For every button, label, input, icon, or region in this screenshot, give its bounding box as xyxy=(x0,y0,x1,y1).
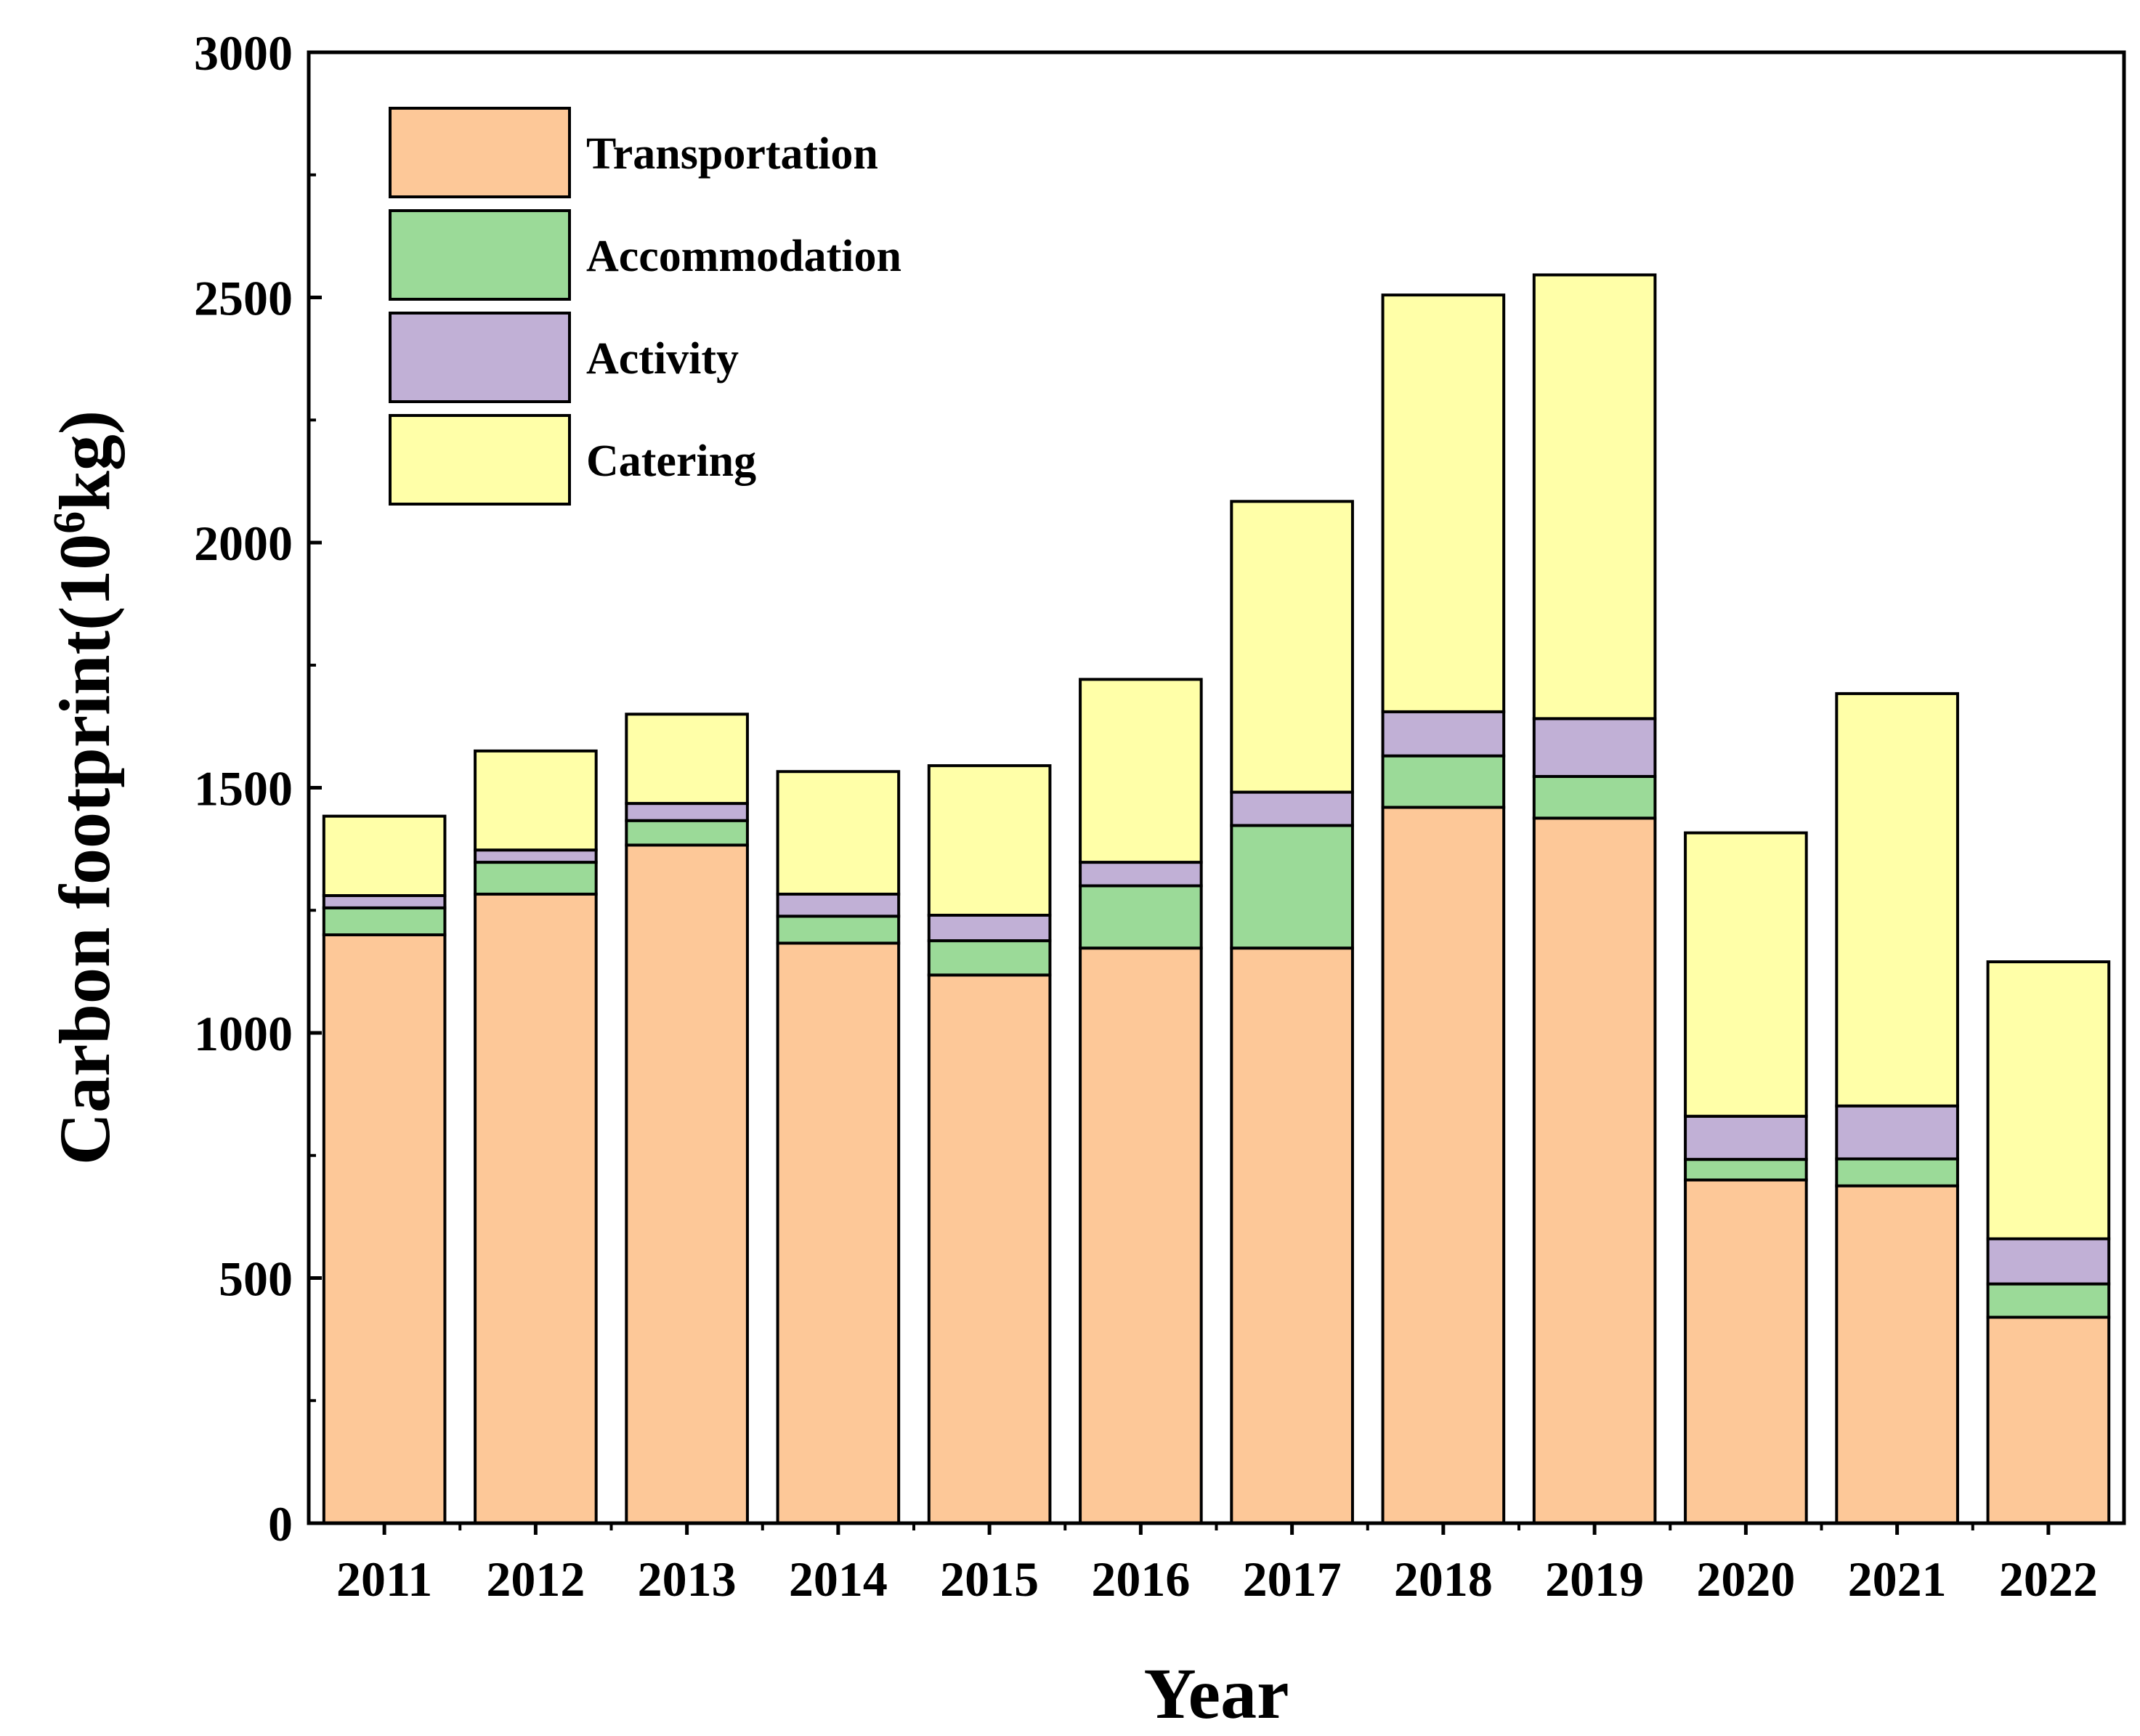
y-tick-label-2000: 2000 xyxy=(194,516,293,571)
bar-activity-2017 xyxy=(1230,790,1354,827)
bar-catering-2017 xyxy=(1230,500,1354,794)
y-tick-label-1000: 1000 xyxy=(194,1006,293,1061)
bar-activity-2012 xyxy=(474,848,598,864)
legend-swatch-transportation xyxy=(389,107,571,198)
x-tick-label-2015: 2015 xyxy=(940,1552,1039,1607)
bar-catering-2018 xyxy=(1381,293,1506,713)
x-tick-label-2021: 2021 xyxy=(1848,1552,1947,1607)
bar-transportation-2015 xyxy=(927,973,1052,1525)
y-axis-title-superscript: 6 xyxy=(45,511,94,534)
bar-accommodation-2016 xyxy=(1079,884,1203,950)
x-tick-label-2013: 2013 xyxy=(638,1552,737,1607)
y-tick-label-3000: 3000 xyxy=(194,25,293,81)
legend-label-accommodation: Accommodation xyxy=(586,232,901,281)
x-tick-label-2018: 2018 xyxy=(1394,1552,1493,1607)
bar-accommodation-2014 xyxy=(776,914,901,945)
x-tick-label-2020: 2020 xyxy=(1696,1552,1795,1607)
bar-transportation-2011 xyxy=(322,933,447,1525)
bar-activity-2013 xyxy=(625,802,749,822)
legend-swatch-catering xyxy=(389,414,571,506)
bar-activity-2018 xyxy=(1381,710,1506,758)
bar-catering-2013 xyxy=(625,713,749,806)
bar-transportation-2020 xyxy=(1684,1178,1808,1525)
x-tick-label-2014: 2014 xyxy=(789,1552,888,1607)
x-tick-label-2022: 2022 xyxy=(1999,1552,2098,1607)
legend-swatch-accommodation xyxy=(389,209,571,301)
bar-transportation-2022 xyxy=(1986,1315,2111,1525)
bar-catering-2011 xyxy=(322,814,447,898)
legend-label-transportation: Transportation xyxy=(586,129,878,179)
bar-transportation-2019 xyxy=(1532,816,1657,1525)
x-tick-label-2012: 2012 xyxy=(486,1552,585,1607)
bar-transportation-2013 xyxy=(625,843,749,1525)
bar-activity-2015 xyxy=(927,914,1052,943)
bar-transportation-2017 xyxy=(1230,946,1354,1525)
bar-accommodation-2018 xyxy=(1381,754,1506,809)
bar-transportation-2012 xyxy=(474,892,598,1525)
bar-activity-2016 xyxy=(1079,861,1203,888)
bar-accommodation-2020 xyxy=(1684,1158,1808,1182)
bar-catering-2019 xyxy=(1532,273,1657,721)
bar-catering-2021 xyxy=(1835,691,1959,1108)
bar-activity-2021 xyxy=(1835,1104,1959,1161)
bar-transportation-2021 xyxy=(1835,1184,1959,1525)
bar-catering-2014 xyxy=(776,770,901,896)
bar-catering-2020 xyxy=(1684,831,1808,1118)
bar-accommodation-2011 xyxy=(322,906,447,936)
bar-accommodation-2013 xyxy=(625,819,749,847)
bars-group xyxy=(322,273,2111,1525)
y-axis-title-end: kg) xyxy=(44,410,125,511)
bar-catering-2012 xyxy=(474,749,598,852)
legend-label-catering: Catering xyxy=(586,437,756,486)
y-tick-label-2500: 2500 xyxy=(194,271,293,326)
legend-label-activity: Activity xyxy=(586,334,739,384)
bar-activity-2022 xyxy=(1986,1237,2111,1286)
bar-accommodation-2015 xyxy=(927,939,1052,977)
bar-activity-2014 xyxy=(776,892,901,918)
bar-activity-2011 xyxy=(322,894,447,909)
bar-accommodation-2012 xyxy=(474,861,598,896)
x-tick-label-2016: 2016 xyxy=(1091,1552,1190,1607)
legend-swatch-activity xyxy=(389,312,571,403)
x-tick-label-2011: 2011 xyxy=(336,1552,432,1607)
y-tick-label-0: 0 xyxy=(268,1496,293,1552)
x-tick-label-2017: 2017 xyxy=(1243,1552,1342,1607)
x-axis-title: Year xyxy=(1144,1653,1289,1734)
y-tick-label-500: 500 xyxy=(219,1252,293,1307)
bar-accommodation-2022 xyxy=(1986,1282,2111,1319)
bar-catering-2015 xyxy=(927,764,1052,917)
bar-transportation-2018 xyxy=(1381,806,1506,1525)
bar-accommodation-2021 xyxy=(1835,1157,1959,1188)
bar-accommodation-2019 xyxy=(1532,774,1657,820)
y-tick-label-1500: 1500 xyxy=(194,761,293,816)
bar-transportation-2014 xyxy=(776,941,901,1525)
axes-group: 0 500 1000 1500 2000 2500 3000 2011 2012 2013 2014… xyxy=(194,25,2126,1607)
y-axis-title: Carbon footprint(106kg) xyxy=(44,410,125,1165)
bar-activity-2019 xyxy=(1532,717,1657,778)
bar-catering-2022 xyxy=(1986,960,2111,1241)
bar-transportation-2016 xyxy=(1079,946,1203,1525)
legend: Transportation Accommodation Activity Cater… xyxy=(389,107,901,506)
y-axis-title-main: Carbon footprint(10 xyxy=(44,534,125,1165)
bar-catering-2016 xyxy=(1079,678,1203,864)
bar-activity-2020 xyxy=(1684,1114,1808,1161)
x-tick-label-2019: 2019 xyxy=(1545,1552,1644,1607)
bar-accommodation-2017 xyxy=(1230,824,1354,950)
